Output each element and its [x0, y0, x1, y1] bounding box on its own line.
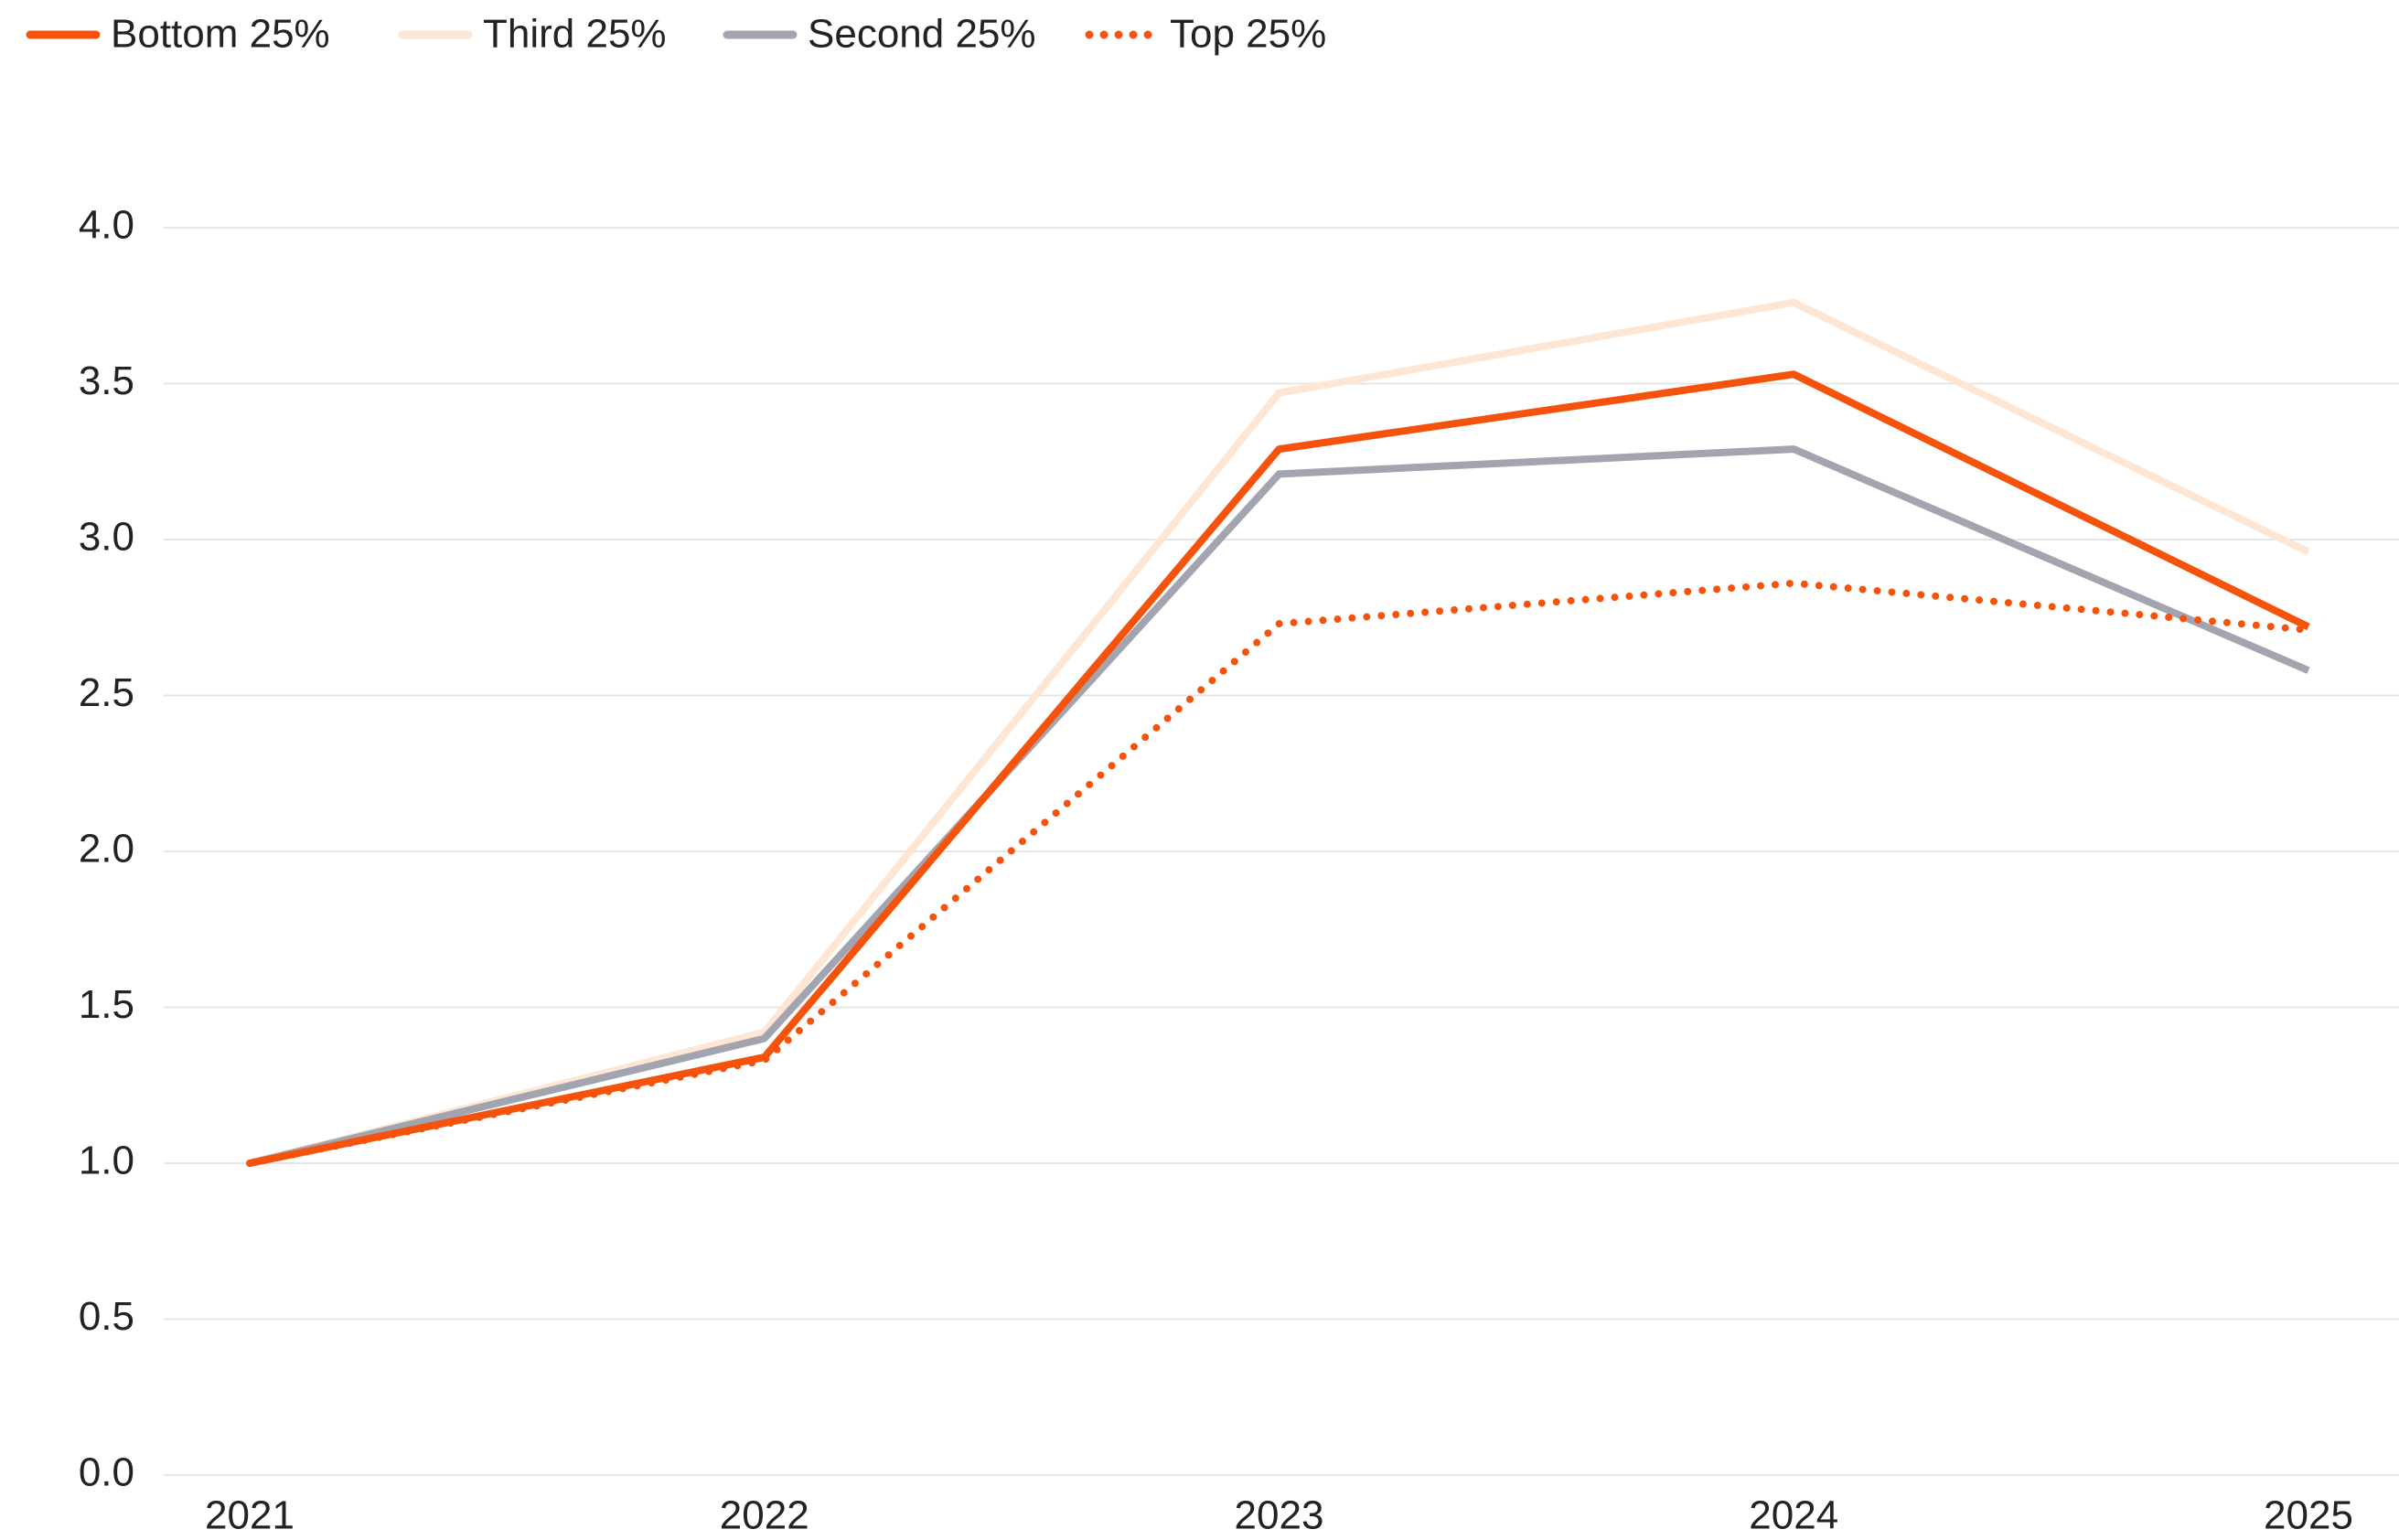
y-tick-label: 1.0 [79, 1139, 134, 1183]
y-tick-label: 1.5 [79, 982, 134, 1027]
y-tick-label: 3.0 [79, 515, 134, 560]
y-tick-label: 3.5 [79, 358, 134, 403]
line [249, 370, 2310, 1167]
y-tick-label: 2.5 [79, 670, 134, 715]
y-tick-label: 4.0 [79, 203, 134, 248]
legend-label: Bottom 25% [111, 12, 330, 57]
legend-label: Second 25% [808, 12, 1036, 57]
legend-label: Third 25% [483, 12, 667, 57]
x-tick-label: 2024 [1749, 1493, 1838, 1538]
x-tick-label: 2025 [2264, 1493, 2353, 1538]
y-tick-label: 2.0 [79, 827, 134, 872]
y-tick-label: 0.0 [79, 1450, 134, 1495]
x-tick-label: 2022 [720, 1493, 809, 1538]
legend-label: Top 25% [1170, 12, 1326, 57]
line [249, 298, 2310, 1167]
x-tick-label: 2023 [1235, 1493, 1324, 1538]
x-tick-label: 2021 [205, 1493, 295, 1538]
line [246, 579, 2312, 1167]
y-tick-label: 0.5 [79, 1294, 134, 1339]
line [249, 445, 2310, 1167]
